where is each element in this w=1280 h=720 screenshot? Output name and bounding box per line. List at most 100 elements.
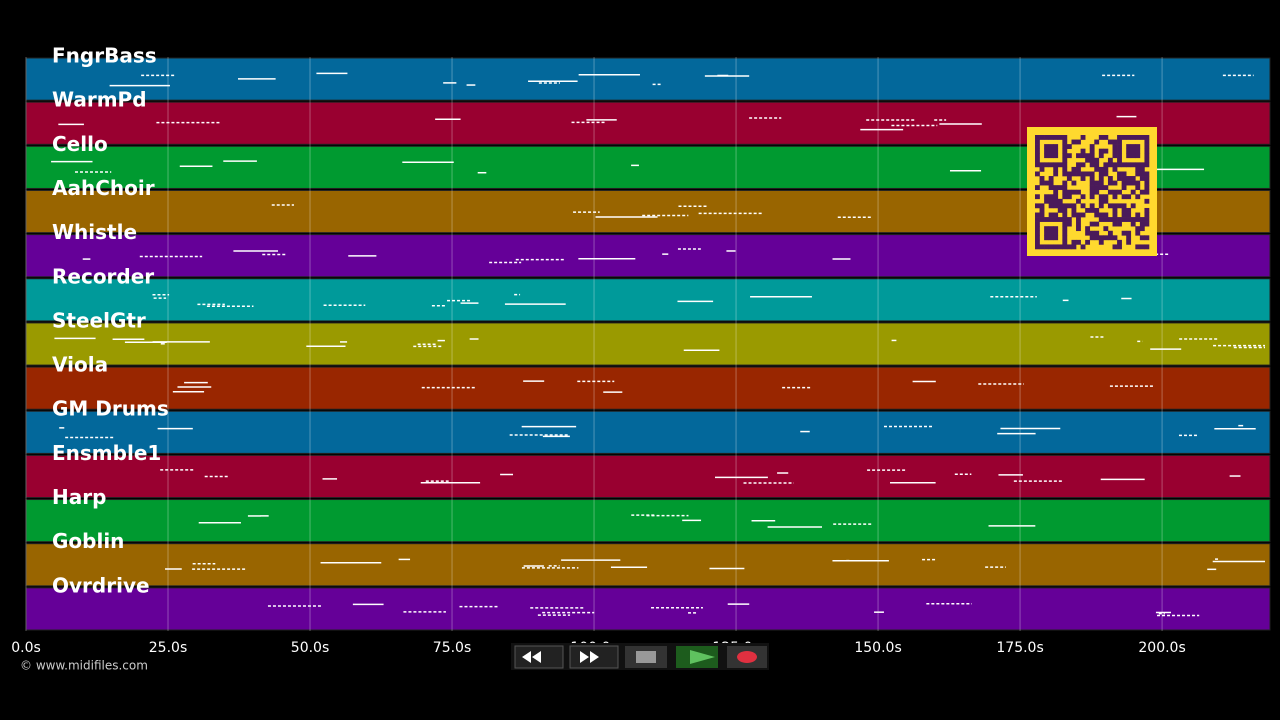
qr-cell xyxy=(1035,203,1040,209)
qr-cell xyxy=(1139,176,1145,181)
qr-cell xyxy=(1071,203,1077,209)
track-label: GM Drums xyxy=(52,397,169,421)
qr-cell xyxy=(1071,189,1077,195)
qr-cell xyxy=(1048,176,1054,181)
qr-cell xyxy=(1053,194,1059,200)
qr-cell xyxy=(1107,189,1113,195)
qr-cell xyxy=(1062,166,1068,172)
forward-button[interactable] xyxy=(569,645,619,669)
qr-cell xyxy=(1062,194,1068,200)
qr-cell xyxy=(1044,226,1049,232)
track-band xyxy=(25,587,1271,631)
qr-cell xyxy=(1103,226,1109,232)
qr-cell xyxy=(1062,139,1068,145)
qr-cell xyxy=(1130,189,1136,195)
qr-cell xyxy=(1048,185,1054,191)
qr-cell xyxy=(1048,212,1054,218)
qr-cell xyxy=(1035,139,1040,145)
qr-cell xyxy=(1139,217,1145,222)
play-button[interactable] xyxy=(676,646,718,668)
qr-cell xyxy=(1089,162,1095,168)
track-labels: FngrBass WarmPd Cello AahChoir Whistle Record… xyxy=(52,44,169,598)
qr-cell xyxy=(1098,239,1104,245)
qr-cell xyxy=(1048,244,1054,250)
qr-cell xyxy=(1098,148,1104,154)
qr-cell xyxy=(1048,217,1054,222)
qr-cell xyxy=(1089,230,1095,236)
qr-cell xyxy=(1144,148,1150,154)
record-button[interactable] xyxy=(727,646,767,668)
qr-cell xyxy=(1044,194,1049,200)
qr-cell xyxy=(1130,148,1136,154)
qr-cell xyxy=(1117,139,1122,145)
qr-cell xyxy=(1144,221,1150,227)
qr-cell xyxy=(1048,235,1054,241)
stop-button[interactable] xyxy=(625,646,667,668)
qr-cell xyxy=(1130,203,1136,209)
qr-cell xyxy=(1144,176,1150,181)
qr-cell xyxy=(1121,135,1127,140)
rewind-button[interactable] xyxy=(514,645,564,669)
qr-cell xyxy=(1117,162,1122,168)
qr-cell xyxy=(1144,139,1150,145)
tick-label: 50.0s xyxy=(291,640,329,656)
qr-cell xyxy=(1035,235,1040,241)
qr-cell xyxy=(1103,171,1109,177)
qr-cell xyxy=(1076,198,1081,204)
qr-cell xyxy=(1135,212,1141,218)
qr-cell xyxy=(1094,189,1100,195)
qr-cell xyxy=(1135,244,1141,250)
qr-cell xyxy=(1048,153,1054,159)
qr-cell xyxy=(1053,212,1059,218)
qr-cell xyxy=(1066,221,1072,227)
qr-cell xyxy=(1062,189,1068,195)
qr-cell xyxy=(1103,162,1109,168)
qr-cell xyxy=(1103,212,1109,218)
qr-cell xyxy=(1062,221,1068,227)
qr-cell xyxy=(1139,244,1145,250)
qr-cell xyxy=(1098,235,1104,241)
qr-cell xyxy=(1048,194,1054,200)
qr-cell xyxy=(1089,194,1095,200)
qr-cell xyxy=(1053,144,1059,149)
track-band xyxy=(25,454,1271,499)
qr-cell xyxy=(1066,244,1072,250)
qr-cell xyxy=(1062,203,1068,209)
qr-cell xyxy=(1076,212,1081,218)
qr-cell xyxy=(1039,176,1045,181)
qr-cell xyxy=(1062,162,1068,168)
qr-cell xyxy=(1039,135,1045,140)
qr-cell xyxy=(1080,148,1086,154)
qr-cell xyxy=(1066,203,1072,209)
qr-cell xyxy=(1076,139,1081,145)
qr-cell xyxy=(1098,135,1104,140)
qr-cell xyxy=(1130,153,1136,159)
qr-cell xyxy=(1062,207,1068,213)
qr-cell xyxy=(1139,189,1145,195)
qr-cell xyxy=(1044,148,1049,154)
qr-cell xyxy=(1035,135,1040,140)
qr-cell xyxy=(1144,185,1150,191)
qr-cell xyxy=(1130,135,1136,140)
qr-cell xyxy=(1098,194,1104,200)
track-band xyxy=(25,499,1271,543)
qr-cell xyxy=(1121,176,1127,181)
qr-cell xyxy=(1053,171,1059,177)
qr-cell xyxy=(1076,239,1081,245)
qr-cell xyxy=(1066,144,1072,149)
qr-cell xyxy=(1062,148,1068,154)
qr-cell xyxy=(1062,217,1068,222)
track-band xyxy=(25,543,1271,587)
qr-cell xyxy=(1139,162,1145,168)
qr-cell xyxy=(1121,207,1127,213)
qr-cell xyxy=(1126,239,1132,245)
qr-cell xyxy=(1062,235,1068,241)
track-band xyxy=(25,366,1271,410)
qr-cell xyxy=(1112,148,1118,154)
qr-cell xyxy=(1071,166,1077,172)
qr-code xyxy=(1027,127,1157,256)
track-band xyxy=(25,322,1271,366)
qr-cell xyxy=(1048,203,1054,209)
track-band xyxy=(25,410,1271,454)
